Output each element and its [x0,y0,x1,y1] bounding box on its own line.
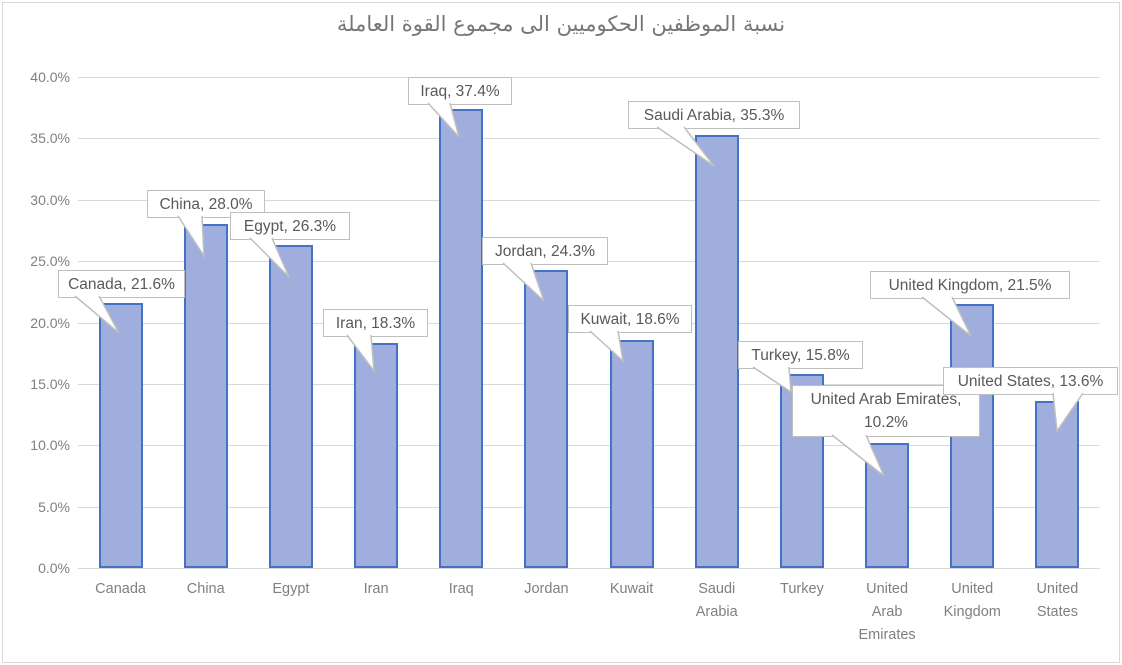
callout-text: United States, 13.6% [957,372,1104,390]
y-axis-label: 5.0% [38,498,70,515]
bar-china [183,224,228,568]
x-axis-label-line: Kuwait [609,581,654,597]
bar-united-states [1035,401,1080,568]
callout-box-jordan: Jordan, 24.3% [482,237,608,265]
x-axis-label-line: Iraq [448,581,474,597]
x-axis-label-iraq: Iraq [419,578,504,601]
callout-box-china: China, 28.0% [147,190,265,218]
x-axis-label-line: United [1036,581,1079,597]
y-axis-label: 30.0% [30,191,70,208]
callout-text: United Kingdom, 21.5% [888,276,1052,294]
x-axis-label-egypt: Egypt [248,578,333,601]
x-axis-label-line: China [186,581,225,597]
x-axis-label-line: Saudi [698,581,736,597]
bar-united-arab-emirates [865,442,910,568]
callout-box-united-states: United States, 13.6% [943,367,1118,395]
x-axis-label-saudi-arabia: Saudi Arabia [674,578,759,624]
x-axis-label-united-kingdom: United Kingdom [930,578,1015,624]
x-axis-label-line: Iran [363,581,389,597]
callout-box-iran: Iran, 18.3% [323,309,428,337]
x-axis-label-united-arab-emirates: United Arab Emirates [845,578,930,647]
callout-box-united-kingdom: United Kingdom, 21.5% [870,271,1070,299]
gridline [78,138,1100,140]
callout-text: Iraq, 37.4% [420,82,500,100]
x-axis-label-canada: Canada [78,578,163,601]
callout-box-kuwait: Kuwait, 18.6% [568,305,692,333]
y-axis-label: 10.0% [30,437,70,454]
x-axis-label-line: Arabia [695,604,738,620]
x-axis-label-line: United [866,581,909,597]
bar-canada [98,302,143,568]
gridline [78,445,1100,447]
y-axis-label: 20.0% [30,314,70,331]
y-axis-label: 40.0% [30,69,70,85]
x-axis-label-line: Arab [871,604,903,620]
bar-kuwait [609,339,654,568]
x-axis-label-kuwait: Kuwait [589,578,674,601]
x-axis-label-jordan: Jordan [504,578,589,601]
bar-egypt [268,245,313,568]
y-axis-label: 35.0% [30,130,70,147]
callout-box-canada: Canada, 21.6% [58,270,185,298]
bar-iran [354,343,399,568]
bar-iraq [439,108,484,568]
x-axis-label-united-states: United States [1015,578,1100,624]
x-axis-label-line: Turkey [780,581,824,597]
callout-text: Turkey, 15.8% [751,346,850,364]
chart-title: نسبة الموظفين الحكوميين الى مجموع القوة … [336,12,786,36]
callout-text: Egypt, 26.3% [243,217,337,235]
x-axis-label-line: Kingdom [943,604,1001,620]
callout-box-saudi-arabia: Saudi Arabia, 35.3% [628,101,800,129]
y-axis-label: 15.0% [30,375,70,392]
gridline [78,199,1100,201]
callout-text: Jordan, 24.3% [495,242,595,260]
x-axis-label-line: Canada [95,581,146,597]
bar-jordan [524,269,569,568]
callout-text: Iran, 18.3% [335,314,416,332]
callout-text: Canada, 21.6% [68,275,175,293]
callout-box-united-arab-emirates: United Arab Emirates, 10.2% [792,385,980,437]
x-axis-label-line: Emirates [858,627,916,643]
gridline [78,568,1100,569]
gridline [78,77,1100,78]
x-axis-label-turkey: Turkey [759,578,844,601]
callout-box-iraq: Iraq, 37.4% [408,77,512,105]
x-axis-label-china: China [163,578,248,601]
callout-text: 10.2% [864,414,908,431]
x-axis-label-line: Egypt [272,581,310,597]
y-axis-label: 0.0% [38,560,70,576]
gridline [78,383,1100,385]
callout-text: United Arab Emirates, [810,391,962,408]
x-axis-label-line: Jordan [524,581,569,597]
x-axis-label-line: States [1036,604,1078,620]
x-axis-label-iran: Iran [334,578,419,601]
callout-text: Saudi Arabia, 35.3% [643,106,785,124]
callout-text: China, 28.0% [159,195,253,213]
gridline [78,506,1100,508]
x-axis-label-line: United [951,581,994,597]
bar-saudi-arabia [694,134,739,568]
callout-box-egypt: Egypt, 26.3% [230,212,350,240]
y-axis-label: 25.0% [30,253,70,270]
callout-box-turkey: Turkey, 15.8% [738,341,863,369]
callout-text: Kuwait, 18.6% [580,310,680,328]
